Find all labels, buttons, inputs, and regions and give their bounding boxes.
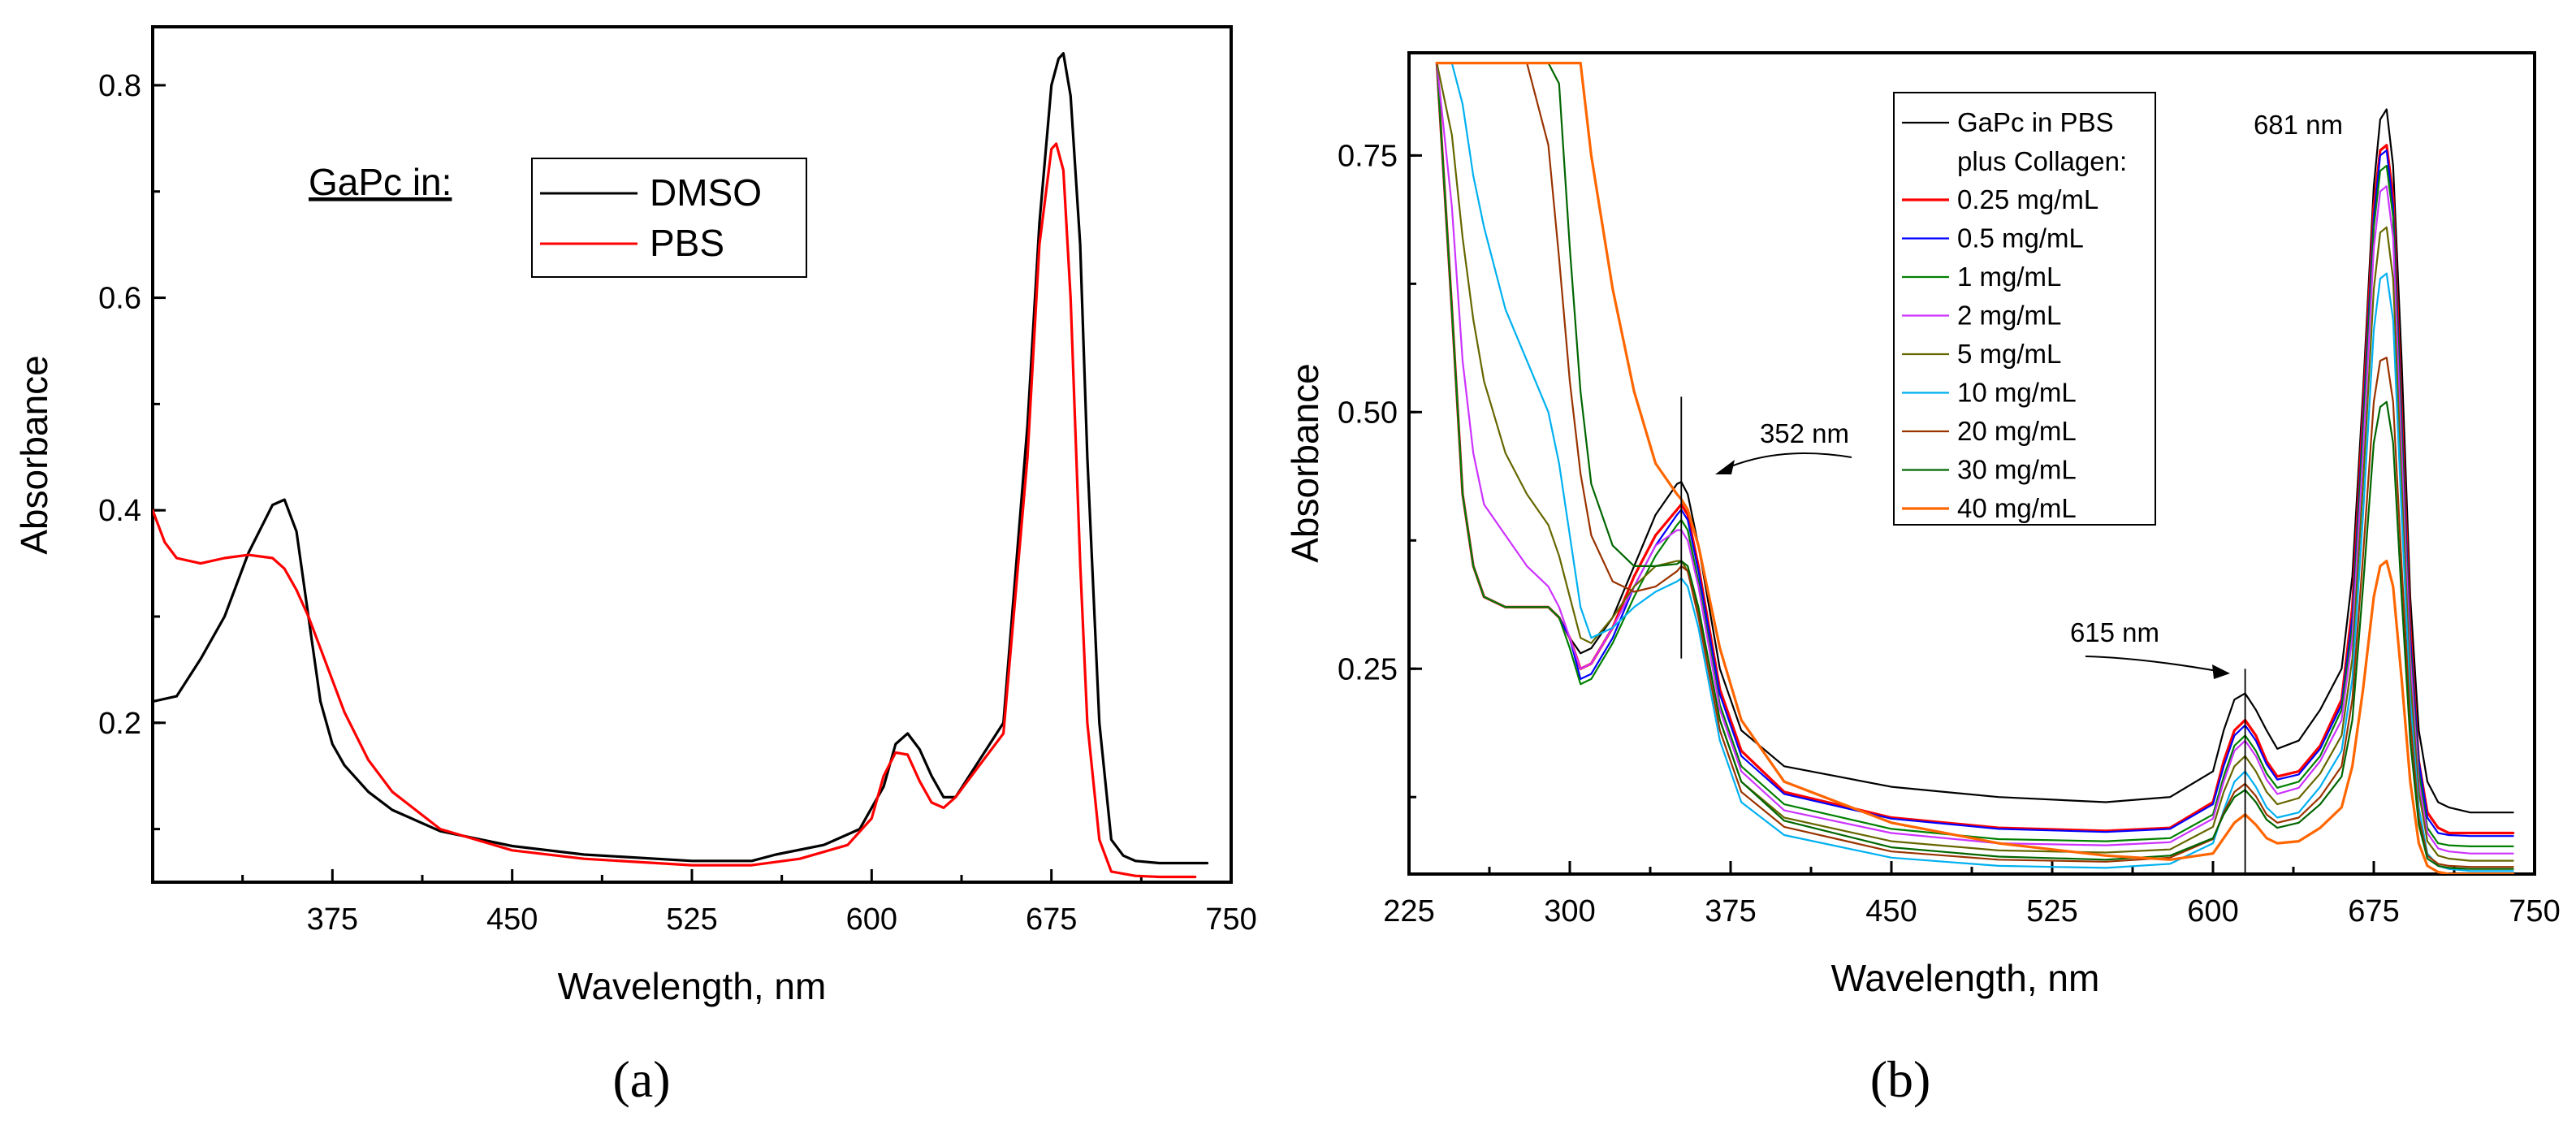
panel-b-legend-label-30-mg-ml: 30 mg/mL xyxy=(1957,455,2077,485)
panel-b-x-tick-label: 525 xyxy=(2026,894,2077,928)
panel-a-plot-frame xyxy=(151,25,1233,884)
panel-b-legend-label-5-mg-ml: 5 mg/mL xyxy=(1957,339,2061,369)
panel-b-legend-label-2-mg-ml: 2 mg/mL xyxy=(1957,301,2061,331)
annotation-615-label: 615 nm xyxy=(2070,617,2159,647)
panel-b-x-tick-label: 300 xyxy=(1544,894,1595,928)
annotation-615-arrow xyxy=(2085,656,2223,673)
panel-a-x-tick-label: 525 xyxy=(666,902,717,937)
panel-b-chart: 225 300 375 450 525 600 675 750 0.25 0.50 0.75 352… xyxy=(1284,51,2561,1108)
panel-b-legend-label-1-mg-ml: 1 mg/mL xyxy=(1957,262,2061,292)
annotation-352-label: 352 nm xyxy=(1760,418,1849,448)
panel-b-legend-title-line2: plus Collagen: xyxy=(1957,146,2127,176)
annotation-352-arrow xyxy=(1722,452,1852,470)
panel-b-y-tick-label: 0.75 xyxy=(1338,139,1398,173)
panel-b-legend-box xyxy=(1893,92,2156,526)
panel-b-x-tick-label: 675 xyxy=(2348,894,2399,928)
panel-a-y-tick-label: 0.2 xyxy=(98,707,141,741)
panel-a-x-tick-label: 750 xyxy=(1205,902,1256,937)
panel-b-x-tick-label: 375 xyxy=(1705,894,1756,928)
panel-b-legend-label-0-25-mg-ml: 0.25 mg/mL xyxy=(1957,184,2098,214)
panel-b-y-axis-title: Absorbance xyxy=(1284,363,1326,563)
panel-a-chart: 375 450 525 600 675 750 0.2 0.4 0.6 0.8 Wavelengt… xyxy=(13,25,1257,1108)
panel-a-y-tick-label: 0.6 xyxy=(98,282,141,316)
panel-a-legend: GaPc in: DMSO PBS xyxy=(309,158,807,278)
panel-a-y-tick-label: 0.8 xyxy=(98,69,141,103)
panel-a-label: (a) xyxy=(612,1050,670,1108)
annotation-615-arrowhead xyxy=(2212,664,2230,679)
panel-b-series-line-20-mg-ml xyxy=(1436,62,2514,868)
panel-b-x-tick-label: 225 xyxy=(1383,894,1434,928)
panel-b-y-tick-label: 0.50 xyxy=(1338,396,1398,430)
panel-b-legend-label-0-5-mg-ml: 0.5 mg/mL xyxy=(1957,223,2084,253)
panel-b-series-line-40-mg-ml xyxy=(1435,62,2515,874)
panel-a-x-tick-label: 450 xyxy=(486,902,538,937)
panel-b-x-tick-label: 600 xyxy=(2187,894,2238,928)
panel-a-legend-label-dmso: DMSO xyxy=(650,171,762,214)
panel-b-y-tick-label: 0.25 xyxy=(1338,652,1398,686)
panel-b-series-line-5-mg-ml xyxy=(1436,62,2514,862)
panel-b-legend-label-10-mg-ml: 10 mg/mL xyxy=(1957,378,2077,408)
panel-a-x-tick-label: 675 xyxy=(1026,902,1077,937)
annotation-352-arrowhead xyxy=(1715,460,1735,474)
panel-a-legend-box xyxy=(531,158,807,278)
panel-b-legend-label-40-mg-ml: 40 mg/mL xyxy=(1957,493,2077,523)
panel-a-legend-label-pbs: PBS xyxy=(650,222,724,264)
panel-a-legend-title: GaPc in: xyxy=(309,161,452,203)
panel-b-x-axis-title: Wavelength, nm xyxy=(1831,957,2100,999)
panel-a-y-axis-title: Absorbance xyxy=(13,355,55,555)
panel-b-legend-title-line1: GaPc in PBS xyxy=(1957,107,2114,137)
panel-a-x-tick-label: 600 xyxy=(846,902,897,937)
panel-b-series-line-10-mg-ml xyxy=(1436,62,2514,872)
panel-a-x-tick-label: 375 xyxy=(307,902,358,937)
annotation-681-label: 681 nm xyxy=(2254,110,2343,140)
panel-b-x-tick-label: 750 xyxy=(2509,894,2560,928)
panel-b-series-line-2-mg-ml xyxy=(1436,62,2514,855)
panel-a-x-axis-title: Wavelength, nm xyxy=(558,965,827,1007)
panel-b-legend: GaPc in PBS plus Collagen: 0.25 mg/mL 0.5… xyxy=(1893,92,2156,526)
panel-a-series-line-dmso xyxy=(153,52,1209,865)
panel-b-label: (b) xyxy=(1870,1050,1931,1108)
panel-b-x-tick-label: 450 xyxy=(1865,894,1917,928)
panel-a-y-tick-label: 0.4 xyxy=(98,494,141,528)
panel-a-series-line-pbs xyxy=(153,142,1197,879)
panel-b-legend-label-20-mg-ml: 20 mg/mL xyxy=(1957,416,2077,446)
